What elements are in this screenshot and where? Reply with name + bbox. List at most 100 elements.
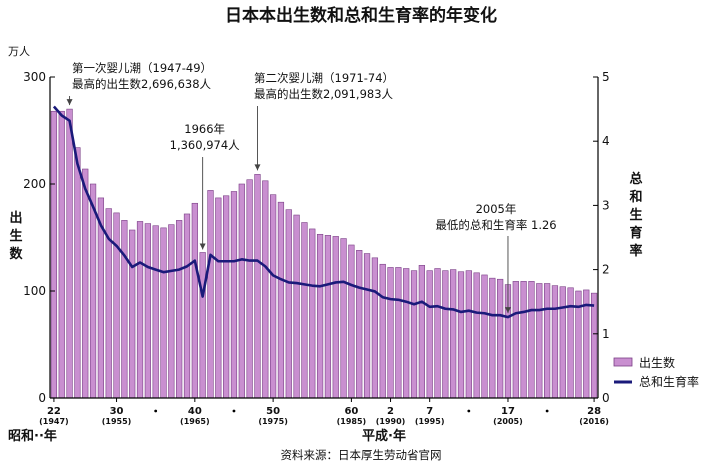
right-tick-label: 5 bbox=[602, 70, 610, 84]
x-tick-era-label: 2 bbox=[387, 406, 394, 417]
bar-1972 bbox=[246, 179, 253, 399]
x-tick-era-label: 22 bbox=[47, 406, 61, 417]
right-tick-label: 2 bbox=[602, 263, 610, 277]
left-tick-label: 300 bbox=[23, 70, 46, 84]
bar-1968 bbox=[215, 197, 222, 399]
annotation-2005-line-2: 最低的总和生育率 1.26 bbox=[435, 218, 556, 232]
bar-2010 bbox=[543, 283, 551, 399]
x-dot-marker bbox=[232, 409, 236, 413]
bar-1960 bbox=[152, 225, 159, 399]
annotation-baby-boom-2-line-1: 第二次婴儿潮（1971-74） bbox=[254, 71, 394, 85]
annotation-1966-line-2: 1,360,974人 bbox=[170, 138, 241, 152]
bar-1973 bbox=[254, 174, 261, 399]
bar-2012 bbox=[559, 286, 566, 399]
x-tick-year-label: (1947) bbox=[39, 417, 69, 426]
bar-1975 bbox=[269, 194, 277, 399]
x-tick-era-label: 30 bbox=[110, 406, 124, 417]
left-tick-label: 200 bbox=[23, 177, 46, 191]
bar-1956 bbox=[121, 220, 128, 399]
bar-1949 bbox=[66, 108, 73, 399]
x-dot-marker bbox=[467, 409, 471, 413]
line-group bbox=[52, 105, 595, 319]
x-tick-era-label: 50 bbox=[266, 406, 280, 417]
bar-1994 bbox=[418, 265, 425, 399]
bar-1974 bbox=[262, 180, 269, 399]
bar-1977 bbox=[285, 209, 292, 399]
bar-1976 bbox=[277, 201, 285, 399]
bars-group bbox=[50, 108, 598, 399]
left-axis-unit: 万人 bbox=[8, 45, 30, 58]
annotation-baby-boom-1-line-1: 第一次婴儿潮（1947-49） bbox=[72, 61, 212, 75]
annotation-2005-line-1: 2005年 bbox=[476, 202, 517, 216]
annotation-baby-boom-1-line-2: 最高的出生数2,696,638人 bbox=[72, 77, 212, 91]
annotation-baby-boom-1-arrowhead bbox=[66, 99, 73, 106]
x-tick-era-label: 28 bbox=[587, 406, 601, 417]
right-tick-label: 0 bbox=[602, 391, 610, 405]
x-tick-year-label: (1965) bbox=[180, 417, 210, 426]
x-tick-year-label: (1985) bbox=[337, 417, 367, 426]
bar-2011 bbox=[551, 285, 559, 399]
era-label-showa: 昭和··年 bbox=[8, 428, 57, 444]
right-tick-label: 1 bbox=[602, 327, 610, 341]
annotation-2005-arrowhead bbox=[504, 307, 511, 314]
bar-2006 bbox=[512, 281, 519, 399]
bar-1987 bbox=[363, 253, 371, 399]
x-tick-year-label: (1975) bbox=[258, 417, 288, 426]
annotation-baby-boom-2-line-2: 最高的出生数2,091,983人 bbox=[254, 87, 394, 101]
x-tick-year-label: (1995) bbox=[415, 417, 445, 426]
bar-1962 bbox=[168, 224, 175, 399]
bar-2013 bbox=[567, 287, 574, 399]
bar-1959 bbox=[144, 223, 151, 399]
bar-2002 bbox=[481, 274, 488, 399]
bar-1983 bbox=[332, 236, 339, 399]
legend-label-fertility: 总和生育率 bbox=[639, 374, 699, 389]
bar-1951 bbox=[82, 168, 89, 399]
bar-1988 bbox=[371, 257, 379, 399]
bar-1964 bbox=[183, 213, 191, 399]
bar-1978 bbox=[293, 214, 300, 399]
x-tick-era-label: 17 bbox=[501, 406, 515, 417]
annotations-group: 第一次婴儿潮（1947-49） 最高的出生数2,696,638人 第二次婴儿潮（19… bbox=[66, 61, 557, 314]
bar-1992 bbox=[403, 268, 410, 399]
bar-1957 bbox=[129, 229, 136, 399]
legend-label-births: 出生数 bbox=[639, 355, 675, 370]
bar-1970 bbox=[230, 191, 238, 399]
axes-group: 0 100 200 300 0 1 2 3 4 5 22(1947) 30(1955) 40(1965)… bbox=[23, 70, 610, 426]
right-tick-label: 4 bbox=[602, 134, 610, 148]
chart-title: 日本本出生数和总和生育率的年变化 bbox=[225, 5, 497, 26]
bar-1952 bbox=[89, 183, 97, 399]
bar-2004 bbox=[497, 278, 504, 399]
bar-1999 bbox=[457, 271, 465, 399]
bar-2007 bbox=[520, 281, 527, 399]
bar-1998 bbox=[450, 269, 457, 399]
left-axis-label: 出生数 bbox=[9, 210, 23, 262]
bar-1996 bbox=[434, 268, 441, 399]
annotation-baby-boom-2-arrowhead bbox=[254, 164, 261, 171]
fertility-line bbox=[52, 105, 595, 319]
bar-1971 bbox=[238, 183, 245, 399]
bar-1969 bbox=[223, 195, 230, 399]
x-dot-marker bbox=[545, 409, 549, 413]
era-label-heisei: 平成·年 bbox=[362, 428, 406, 444]
annotation-1966-line-1: 1966年 bbox=[184, 122, 225, 136]
bar-1950 bbox=[74, 147, 81, 399]
bar-1948 bbox=[58, 110, 65, 399]
bar-1997 bbox=[442, 270, 449, 399]
x-dot-marker bbox=[154, 409, 158, 413]
bar-1979 bbox=[301, 222, 308, 399]
right-tick-label: 3 bbox=[602, 198, 610, 212]
bar-1981 bbox=[316, 233, 324, 399]
bar-2009 bbox=[536, 283, 543, 399]
x-tick-era-label: 40 bbox=[188, 406, 202, 417]
bar-1993 bbox=[410, 270, 418, 399]
bar-2016 bbox=[590, 292, 598, 399]
bar-1947 bbox=[50, 110, 58, 399]
bar-1989 bbox=[379, 263, 386, 399]
bar-1958 bbox=[136, 221, 144, 399]
bar-1990 bbox=[387, 267, 394, 399]
bar-2000 bbox=[465, 270, 472, 399]
bar-1986 bbox=[356, 250, 363, 399]
x-tick-year-label: (2005) bbox=[493, 417, 523, 426]
